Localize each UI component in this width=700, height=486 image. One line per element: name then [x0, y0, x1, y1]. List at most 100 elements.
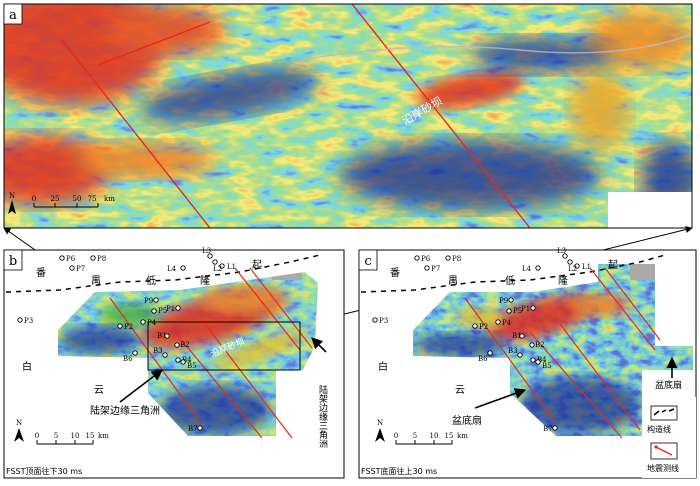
seismic-line: [529, 331, 623, 439]
well-label: P4: [147, 319, 157, 327]
panel-c-seismic-lines: [464, 267, 661, 439]
well-marker: [472, 323, 478, 329]
region-char: 白: [22, 360, 32, 373]
panel-a-label: a: [9, 8, 17, 23]
region-char: 番: [390, 267, 400, 279]
well-marker: [197, 425, 203, 431]
panel-c-scale-bar: 0 5 10 15 km: [394, 432, 468, 445]
well-label: L4: [522, 265, 532, 273]
well-marker: [207, 253, 213, 259]
well-marker: [164, 333, 170, 339]
seismic-line: [109, 297, 201, 423]
well-label: B4: [182, 356, 192, 364]
well-label: B1: [512, 332, 522, 340]
well-label: B1: [157, 332, 167, 340]
seismic-line: [589, 267, 656, 351]
well-label: B5: [187, 362, 197, 370]
well-marker: [519, 333, 525, 339]
scale-tick: 75: [88, 195, 97, 203]
well-marker: [140, 319, 146, 325]
panel-label-box: [358, 249, 378, 271]
region-char: 云: [455, 385, 465, 396]
well-marker: [535, 359, 541, 365]
well-marker: [219, 263, 225, 269]
well-label: P6: [66, 255, 76, 263]
scale-tick: 50: [73, 195, 82, 203]
well-marker: [530, 357, 536, 363]
well-label: B7: [543, 425, 553, 433]
well-marker: [530, 305, 536, 311]
region-char: 起: [608, 259, 618, 271]
well-marker: [162, 352, 168, 358]
well-label: P6: [421, 255, 431, 263]
scale-tick: 25: [51, 195, 60, 203]
panel-a-attribute-map: [4, 4, 692, 228]
well-label: P1: [166, 305, 175, 313]
scale-tick: 15: [445, 432, 454, 440]
seismic-line: [559, 323, 641, 431]
well-label: B3: [153, 347, 163, 355]
region-char: 禺: [448, 275, 458, 287]
seismic-line: [604, 267, 661, 341]
well-marker: [487, 350, 493, 356]
well-marker: [175, 357, 181, 363]
scale-tick: 0: [394, 432, 398, 440]
panel-a-north-arrow: N: [8, 192, 16, 214]
panel-b-scale-bar: 0 5 10 15 km: [35, 432, 109, 445]
well-marker: [180, 359, 186, 365]
scale-tick: 5: [413, 432, 417, 440]
panel-c-caption: FSST底面往上30 ms: [361, 466, 437, 476]
well-label: L3: [557, 247, 566, 255]
seismic-line: [464, 297, 556, 423]
region-char: 低: [146, 274, 156, 287]
svg-text:N: N: [377, 419, 383, 427]
well-marker: [174, 342, 180, 348]
well-marker: [517, 352, 523, 358]
seismic-line: [61, 39, 211, 228]
scale-unit: km: [457, 432, 468, 440]
svg-text:N: N: [9, 192, 15, 200]
region-char: 低: [505, 274, 515, 287]
scale-unit: km: [98, 432, 109, 440]
well-marker: [574, 263, 580, 269]
region-char: 白: [378, 360, 388, 373]
well-marker: [117, 323, 123, 329]
svg-text:N: N: [16, 419, 22, 427]
well-label: P1: [521, 305, 530, 313]
scale-unit: km: [104, 195, 115, 203]
well-label: B2: [535, 341, 545, 349]
well-label: P9: [144, 297, 153, 305]
well-marker: [212, 259, 218, 265]
well-label: P2: [124, 323, 133, 331]
well-label: B4: [537, 356, 547, 364]
well-label: P3: [379, 317, 388, 325]
well-label: P7: [76, 265, 85, 273]
well-marker: [506, 308, 512, 314]
panel-a: a 沿岸砂坝 N 0 25 50 75 km: [3, 3, 693, 229]
panel-c-legend: 构造线 地震测线: [642, 397, 696, 478]
legend-label: 地震测线: [647, 463, 679, 473]
fault-dashes-icon: [653, 408, 675, 416]
region-char: 云: [94, 385, 104, 396]
well-marker: [508, 297, 514, 303]
well-label: P3: [24, 317, 33, 325]
panel-a-scale-bar: 0 25 50 75 km: [32, 195, 115, 208]
well-label: B6: [123, 355, 133, 363]
well-label: P4: [502, 319, 512, 327]
seismic-line: [174, 331, 263, 439]
panel-b-structure-line: [5, 254, 321, 293]
well-marker: [567, 259, 573, 265]
well-label: L1: [582, 263, 591, 271]
well-label: B6: [478, 355, 488, 363]
region-char: 起: [252, 259, 262, 271]
seismic-line: [97, 21, 211, 66]
region-char: 禺: [91, 275, 101, 287]
well-label: L4: [167, 265, 177, 273]
well-label: P5: [513, 307, 522, 315]
well-marker: [59, 255, 65, 261]
scale-tick: 5: [54, 432, 58, 440]
